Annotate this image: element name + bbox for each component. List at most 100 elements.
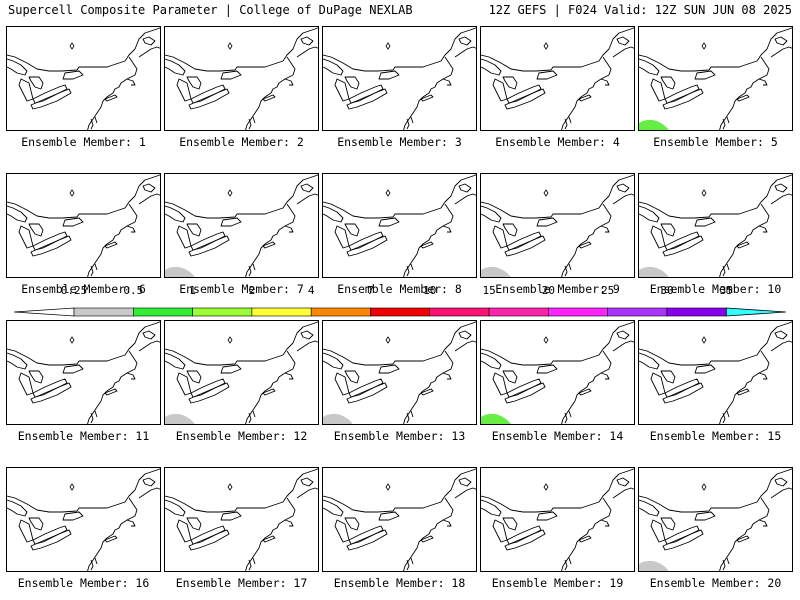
ensemble-panel xyxy=(164,173,319,278)
colorbar-segment xyxy=(429,307,490,317)
scp-shading xyxy=(165,413,195,424)
ensemble-panel xyxy=(480,173,635,278)
colorbar-tick-label: 20 xyxy=(541,284,556,297)
colorbar-tick-label: 10 xyxy=(423,284,437,297)
island-marker xyxy=(227,42,233,50)
island-marker xyxy=(385,483,391,491)
ensemble-panel xyxy=(480,320,635,425)
ensemble-member-label: Ensemble Member: 9 xyxy=(495,282,620,296)
colorbar-segment xyxy=(548,307,609,317)
map-coastline xyxy=(481,27,634,130)
island-marker xyxy=(701,483,707,491)
ensemble-panel xyxy=(322,320,477,425)
colorbar-segment xyxy=(133,307,193,317)
map-coastline xyxy=(165,321,318,424)
island-marker xyxy=(227,336,233,344)
island-marker xyxy=(69,42,75,50)
colorbar-segment xyxy=(251,307,312,317)
map-coastline xyxy=(165,468,318,571)
ensemble-member-label: Ensemble Member: 19 xyxy=(491,576,624,590)
ensemble-member-label: Ensemble Member: 12 xyxy=(175,429,308,443)
colorbar-segment xyxy=(666,307,727,317)
colorbar-tick-label: 25 xyxy=(601,284,615,297)
ensemble-panel xyxy=(322,467,477,572)
title-right: 12Z GEFS | F024 Valid: 12Z SUN JUN 08 20… xyxy=(488,3,792,17)
map-coastline xyxy=(7,468,160,571)
island-marker xyxy=(227,189,233,197)
ensemble-member-label: Ensemble Member: 3 xyxy=(337,135,462,149)
colorbar-right-arrow xyxy=(725,307,787,317)
title-left: Supercell Composite Parameter | College … xyxy=(8,3,413,17)
ensemble-member-label: Ensemble Member: 15 xyxy=(649,429,782,443)
scp-shading xyxy=(481,266,511,277)
map-coastline xyxy=(323,321,476,424)
island-marker xyxy=(543,336,549,344)
colorbar-tick-label: 0.5 xyxy=(123,284,144,297)
colorbar-tick-label: 7 xyxy=(367,284,374,297)
map-coastline xyxy=(323,174,476,277)
scp-shading xyxy=(639,119,669,130)
map-coastline xyxy=(481,321,634,424)
ensemble-member-label: Ensemble Member: 7 xyxy=(179,282,304,296)
colorbar-segment xyxy=(73,307,134,317)
ensemble-panel xyxy=(164,320,319,425)
scp-shading xyxy=(639,266,669,277)
map-coastline xyxy=(639,468,792,571)
island-marker xyxy=(69,189,75,197)
ensemble-member-label: Ensemble Member: 6 xyxy=(21,282,146,296)
map-coastline xyxy=(165,27,318,130)
map-coastline xyxy=(7,321,160,424)
map-coastline xyxy=(639,174,792,277)
scp-shading xyxy=(481,413,511,424)
scp-shading xyxy=(639,560,669,571)
ensemble-member-label: Ensemble Member: 10 xyxy=(649,282,782,296)
island-marker xyxy=(385,336,391,344)
colorbar-segment xyxy=(488,307,549,317)
ensemble-panel xyxy=(6,173,161,278)
ensemble-panel xyxy=(638,26,793,131)
ensemble-panel xyxy=(480,26,635,131)
ensemble-member-label: Ensemble Member: 5 xyxy=(653,135,778,149)
island-marker xyxy=(701,189,707,197)
ensemble-member-label: Ensemble Member: 18 xyxy=(333,576,466,590)
island-marker xyxy=(543,189,549,197)
scp-shading xyxy=(165,266,195,277)
ensemble-member-label: Ensemble Member: 4 xyxy=(495,135,620,149)
ensemble-panel xyxy=(164,26,319,131)
ensemble-member-label: Ensemble Member: 14 xyxy=(491,429,624,443)
map-coastline xyxy=(639,27,792,130)
ensemble-panel xyxy=(480,467,635,572)
ensemble-member-label: Ensemble Member: 1 xyxy=(21,135,146,149)
map-coastline xyxy=(481,174,634,277)
colorbar-tick-label: 2 xyxy=(248,284,256,297)
ensemble-member-label: Ensemble Member: 11 xyxy=(17,429,150,443)
island-marker xyxy=(701,336,707,344)
ensemble-member-label: Ensemble Member: 16 xyxy=(17,576,150,590)
ensemble-panel xyxy=(6,467,161,572)
colorbar-segment xyxy=(310,307,371,317)
ensemble-member-label: Ensemble Member: 2 xyxy=(179,135,304,149)
island-marker xyxy=(69,336,75,344)
island-marker xyxy=(69,483,75,491)
map-coastline xyxy=(7,27,160,130)
ensemble-member-label: Ensemble Member: 17 xyxy=(175,576,308,590)
ensemble-member-label: Ensemble Member: 20 xyxy=(649,576,782,590)
colorbar xyxy=(13,307,787,317)
colorbar-segment xyxy=(607,307,668,317)
colorbar-tick-label: 15 xyxy=(482,284,496,297)
map-coastline xyxy=(7,174,160,277)
colorbar-tick-label: 1 xyxy=(189,284,196,297)
ensemble-panel xyxy=(6,320,161,425)
colorbar-tick-label: 4 xyxy=(307,284,315,297)
ensemble-panel xyxy=(322,26,477,131)
island-marker xyxy=(385,42,391,50)
map-coastline xyxy=(481,468,634,571)
scp-shading xyxy=(323,413,353,424)
island-marker xyxy=(227,483,233,491)
ensemble-panel xyxy=(638,467,793,572)
ensemble-panel xyxy=(638,173,793,278)
colorbar-tick-label: 30 xyxy=(660,284,674,297)
ensemble-panel xyxy=(6,26,161,131)
map-coastline xyxy=(323,468,476,571)
ensemble-member-label: Ensemble Member: 13 xyxy=(333,429,466,443)
